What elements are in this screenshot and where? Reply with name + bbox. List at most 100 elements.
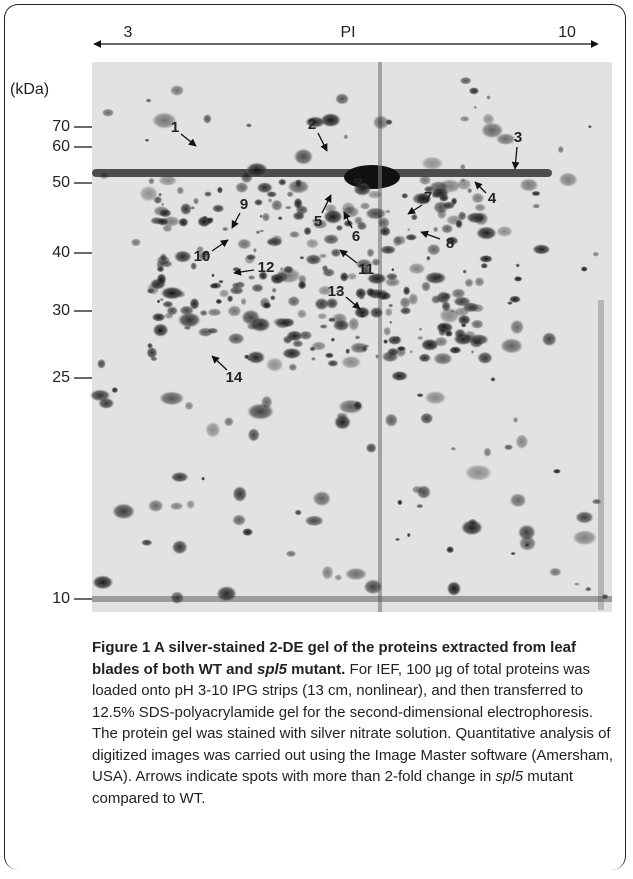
gel-spot bbox=[276, 268, 301, 284]
gel-spot bbox=[275, 318, 291, 329]
gel-spot bbox=[588, 125, 592, 128]
gel-spot bbox=[460, 164, 466, 170]
pi-min: 3 bbox=[124, 24, 133, 41]
gel-spot bbox=[518, 524, 536, 540]
gel-spot bbox=[141, 539, 152, 546]
gel-spot bbox=[180, 203, 192, 215]
gel-spot bbox=[510, 552, 515, 555]
gel-spot bbox=[442, 201, 455, 209]
gel-spot bbox=[328, 317, 336, 322]
gel-spot bbox=[305, 254, 322, 265]
gel-spot bbox=[178, 218, 188, 227]
gel-spot bbox=[298, 281, 307, 290]
gel-spot bbox=[294, 148, 314, 165]
gel-spot bbox=[164, 313, 174, 320]
gel-spot bbox=[248, 428, 260, 442]
gel-spot bbox=[500, 338, 523, 354]
gel-spot bbox=[408, 293, 418, 306]
gel-spot bbox=[476, 226, 497, 240]
gel-spot bbox=[171, 472, 189, 482]
gel-spot bbox=[385, 278, 401, 287]
gel-spot bbox=[159, 391, 184, 405]
gel-spot bbox=[403, 286, 411, 295]
spot-label: 3 bbox=[514, 129, 522, 146]
gel-spot bbox=[460, 77, 472, 85]
gel-spot bbox=[479, 255, 493, 263]
gel-spot bbox=[345, 568, 367, 581]
gel-spot bbox=[102, 109, 115, 117]
gel-spot bbox=[420, 413, 433, 425]
gel-spot bbox=[267, 240, 274, 245]
gel-spot bbox=[200, 310, 208, 316]
gel-spot bbox=[388, 304, 393, 308]
gel-image bbox=[90, 62, 612, 612]
gel-spot bbox=[572, 530, 597, 545]
caption-text: For IEF, 100 μg of total proteins was lo… bbox=[92, 661, 613, 786]
pi-max: 10 bbox=[558, 24, 576, 41]
band bbox=[92, 169, 552, 177]
gel-spot bbox=[334, 415, 351, 430]
gel-spot bbox=[247, 351, 266, 364]
gel-spot bbox=[407, 533, 411, 538]
gel-spot bbox=[204, 191, 212, 197]
spot-label: 6 bbox=[352, 228, 360, 245]
gel-spot bbox=[375, 354, 379, 359]
gel-spot bbox=[211, 273, 214, 277]
gel-spot bbox=[170, 591, 184, 604]
gel-spot bbox=[257, 182, 273, 193]
gel-spot bbox=[336, 225, 343, 231]
gel-spot bbox=[431, 295, 441, 304]
gel-spot bbox=[98, 398, 114, 409]
gel-spot bbox=[362, 345, 368, 352]
gel-spot bbox=[602, 594, 609, 600]
gel-spot bbox=[553, 469, 561, 474]
gel-spot bbox=[360, 314, 365, 317]
gel-spot bbox=[313, 491, 332, 507]
gel-spot bbox=[343, 134, 348, 139]
gel-spot bbox=[532, 244, 550, 254]
gel-spot bbox=[474, 212, 489, 226]
gel-spot bbox=[468, 519, 477, 527]
gel-spot bbox=[477, 352, 492, 364]
gel-spot bbox=[465, 464, 493, 481]
gel-spot bbox=[380, 245, 396, 254]
gel-spot bbox=[317, 313, 327, 320]
gel-spot bbox=[460, 116, 470, 122]
gel-spot bbox=[496, 226, 513, 237]
gel-spot bbox=[585, 587, 591, 592]
gel-spot bbox=[417, 485, 431, 499]
gel-spot bbox=[227, 305, 241, 317]
gel-spot bbox=[207, 328, 218, 334]
gel-spot bbox=[174, 250, 192, 262]
y-label: 25 bbox=[52, 369, 70, 386]
gel-spot bbox=[447, 581, 461, 596]
gel-spot bbox=[418, 353, 431, 362]
gel-spot bbox=[474, 106, 478, 109]
gel-spot bbox=[469, 87, 480, 95]
y-label: 60 bbox=[52, 138, 70, 155]
gel-spot bbox=[159, 298, 164, 302]
gel-spot bbox=[170, 85, 184, 96]
gel-spot bbox=[262, 302, 271, 309]
gel-spot bbox=[286, 550, 297, 557]
gel-spot bbox=[217, 187, 223, 194]
gel-spot bbox=[549, 568, 562, 577]
y-unit: (kDa) bbox=[10, 81, 49, 98]
gel-spot bbox=[379, 215, 382, 218]
gel-spot bbox=[574, 582, 580, 585]
gel-spot bbox=[395, 538, 400, 541]
gel-spot bbox=[270, 295, 276, 300]
gel-spot bbox=[212, 204, 224, 212]
gel-spot bbox=[146, 347, 157, 359]
gel-spot bbox=[322, 268, 335, 277]
spot-label: 4 bbox=[488, 190, 497, 207]
gel-spot bbox=[178, 312, 201, 328]
gel-spot bbox=[158, 193, 161, 197]
gel-spot bbox=[235, 281, 246, 288]
gel-spot bbox=[325, 353, 334, 359]
gel-spot bbox=[228, 333, 245, 345]
gel-spot bbox=[514, 276, 523, 282]
gel-spot bbox=[262, 212, 270, 221]
gel-spot bbox=[391, 371, 408, 381]
